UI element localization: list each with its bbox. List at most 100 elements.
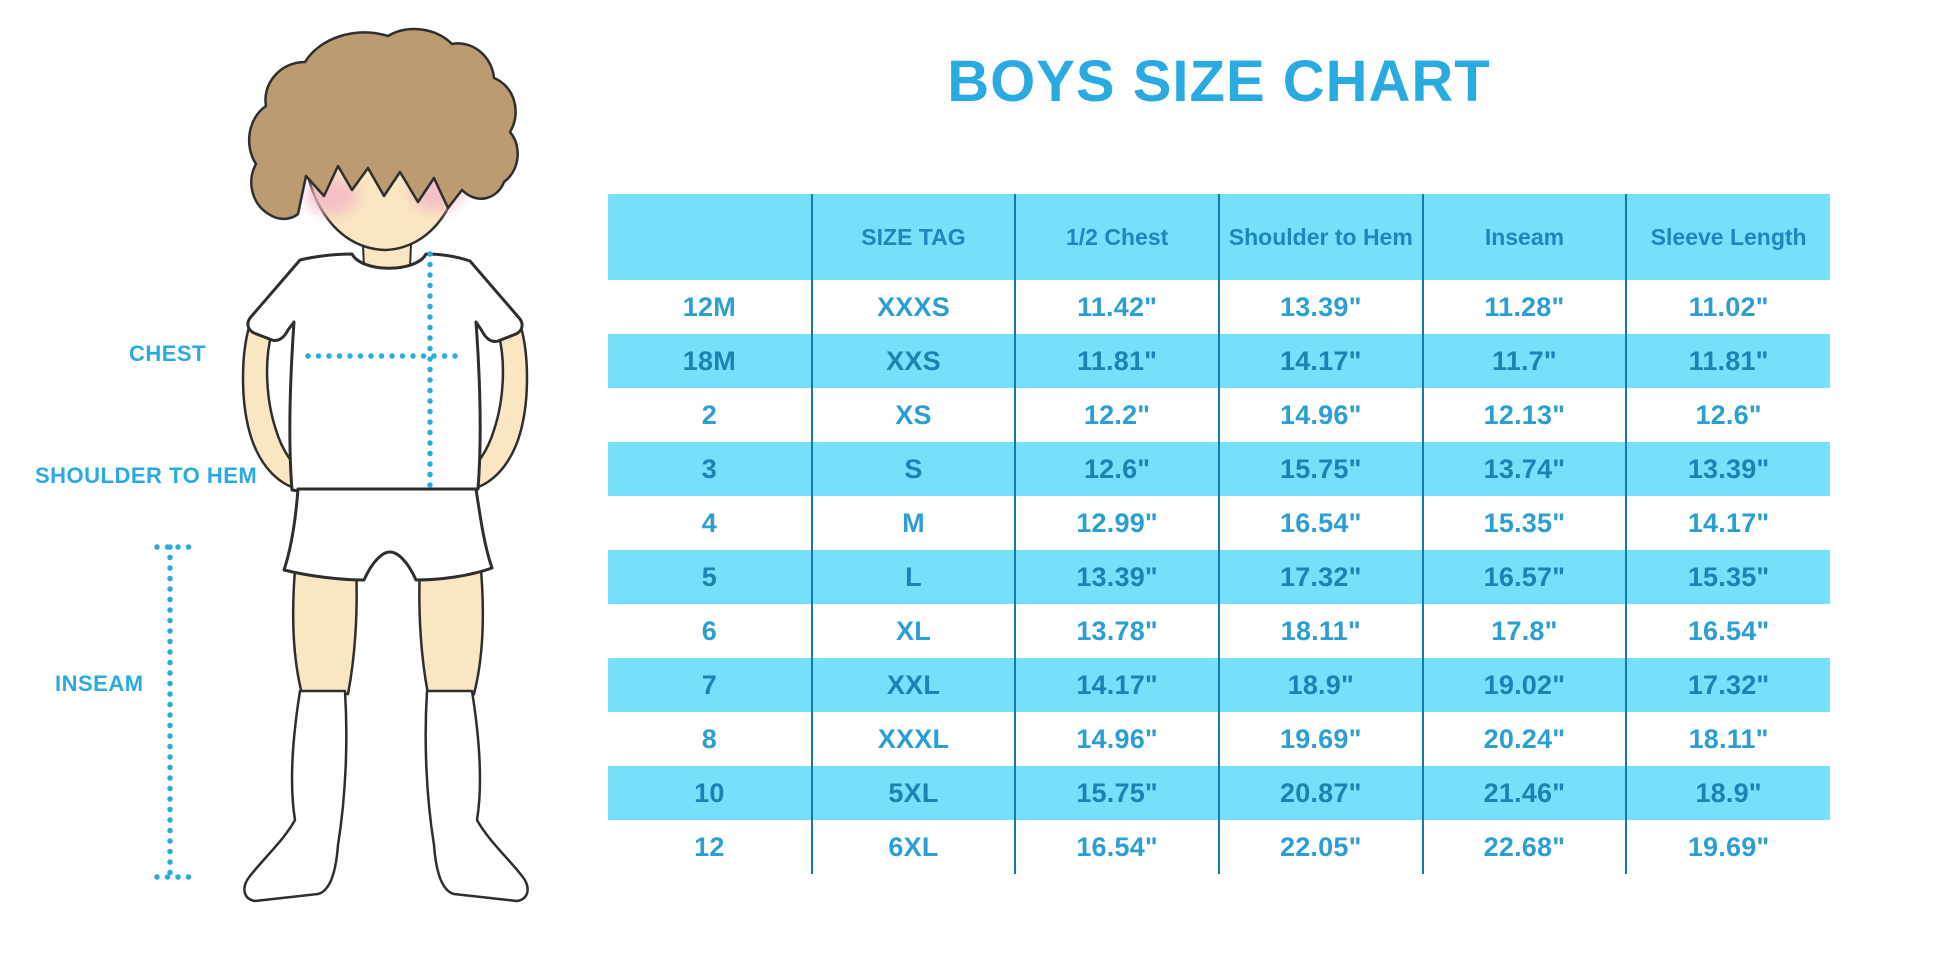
measurement-cell: 5XL (810, 766, 1016, 820)
age-size-cell: 12M (682, 291, 736, 322)
column-header: 1/2 Chest (1014, 194, 1219, 280)
measurement-cell: 6XL (810, 820, 1016, 874)
measurement-cell: 18.11" (1217, 604, 1423, 658)
boy-figure-drawing (154, 27, 529, 903)
size-table-header-row: SIZE TAG 1/2 Chest Shoulder to Hem Inseam Sl… (608, 194, 1830, 280)
table-row: 3 S 12.6" 15.75" 13.74" 13.39" (608, 442, 1830, 496)
boy-hair (248, 27, 519, 221)
measurement-cell: 16.57" (1421, 550, 1627, 604)
measurement-cell: 17.8" (1421, 604, 1627, 658)
age-size-cell: 3 (701, 453, 717, 484)
measurement-cell: 13.74" (1421, 442, 1627, 496)
boy-left-sock (243, 689, 348, 903)
boy-left-thigh (291, 556, 358, 696)
measurement-cell: 16.54" (1625, 604, 1830, 658)
size-table: SIZE TAG 1/2 Chest Shoulder to Hem Inseam Sl… (608, 194, 1830, 874)
measurement-cell: XXS (810, 334, 1016, 388)
measurement-cell: 18.9" (1625, 766, 1830, 820)
boy-right-thigh (418, 556, 485, 696)
age-size-cell: 2 (701, 399, 717, 430)
measurement-cell: 12.6" (1014, 442, 1219, 496)
measurement-cell: 18.11" (1625, 712, 1830, 766)
measurement-cell: 19.69" (1625, 820, 1830, 874)
measurement-cell: 17.32" (1217, 550, 1423, 604)
measurement-cell: 14.96" (1014, 712, 1219, 766)
measurement-cell: 14.96" (1217, 388, 1423, 442)
table-row: 7 XXL 14.17" 18.9" 19.02" 17.32" (608, 658, 1830, 712)
measurement-cell: 19.69" (1217, 712, 1423, 766)
measurement-cell: XS (810, 388, 1016, 442)
table-row: 10 5XL 15.75" 20.87" 21.46" 18.9" (608, 766, 1830, 820)
measurement-cell: 14.17" (1014, 658, 1219, 712)
measurement-cell: S (810, 442, 1016, 496)
measurement-cell: 12.13" (1421, 388, 1627, 442)
measurement-cell: M (810, 496, 1016, 550)
boy-shorts (282, 487, 494, 582)
measurement-cell: 11.28" (1421, 280, 1627, 334)
measurement-cell: 15.75" (1014, 766, 1219, 820)
table-row: 4 M 12.99" 16.54" 15.35" 14.17" (608, 496, 1830, 550)
measurement-cell: XXXS (810, 280, 1016, 334)
measurement-cell: 19.02" (1421, 658, 1627, 712)
column-header: Shoulder to Hem (1217, 194, 1423, 280)
measurement-cell: 15.35" (1625, 550, 1830, 604)
measurement-cell: 18.9" (1217, 658, 1423, 712)
shoulder-to-hem-label: SHOULDER TO HEM (35, 463, 258, 488)
measurement-cell: 11.7" (1421, 334, 1627, 388)
measurement-cell: 20.87" (1217, 766, 1423, 820)
measurement-cell: 17.32" (1625, 658, 1830, 712)
measurement-cell: 16.54" (1217, 496, 1423, 550)
measurement-cell: 12.2" (1014, 388, 1219, 442)
measurement-cell: XL (810, 604, 1016, 658)
table-row: 2 XS 12.2" 14.96" 12.13" 12.6" (608, 388, 1830, 442)
measurement-cell: 14.17" (1217, 334, 1423, 388)
table-row: 6 XL 13.78" 18.11" 17.8" 16.54" (608, 604, 1830, 658)
boy-tshirt (246, 252, 524, 498)
measurement-cell: L (810, 550, 1016, 604)
measurement-cell: 13.39" (1014, 550, 1219, 604)
measurement-cell: 11.02" (1625, 280, 1830, 334)
age-size-cell: 4 (701, 507, 717, 538)
measurement-cell: XXXL (810, 712, 1016, 766)
age-size-cell: 18M (682, 345, 736, 376)
age-size-cell: 10 (694, 777, 725, 808)
measurement-cell: 13.39" (1625, 442, 1830, 496)
size-table-header: SIZE TAG 1/2 Chest Shoulder to Hem Inseam Sl… (608, 194, 1830, 280)
measurement-cell: 11.42" (1014, 280, 1219, 334)
measurement-cell: 15.75" (1217, 442, 1423, 496)
chest-label: CHEST (128, 341, 206, 366)
table-row: 5 L 13.39" 17.32" 16.57" 15.35" (608, 550, 1830, 604)
measurement-cell: 11.81" (1625, 334, 1830, 388)
age-size-cell: 7 (701, 669, 717, 700)
column-header-blank (608, 194, 812, 280)
table-row: 8 XXXL 14.96" 19.69" 20.24" 18.11" (608, 712, 1830, 766)
column-header: Inseam (1421, 194, 1627, 280)
age-size-cell: 12 (694, 831, 725, 862)
measurement-cell: XXL (810, 658, 1016, 712)
measurement-cell: 20.24" (1421, 712, 1627, 766)
measurement-cell: 13.39" (1217, 280, 1423, 334)
table-row: 12M XXXS 11.42" 13.39" 11.28" 11.02" (608, 280, 1830, 334)
boy-right-sock (424, 689, 529, 903)
measurement-cell: 21.46" (1421, 766, 1627, 820)
age-size-cell: 5 (701, 561, 717, 592)
inseam-label: INSEAM (55, 671, 144, 696)
age-size-cell: 8 (701, 723, 717, 754)
measurement-cell: 22.68" (1421, 820, 1627, 874)
measurement-cell: 16.54" (1014, 820, 1219, 874)
table-row: 12 6XL 16.54" 22.05" 22.68" 19.69" (608, 820, 1830, 874)
measurement-cell: 13.78" (1014, 604, 1219, 658)
size-table-body: 12M XXXS 11.42" 13.39" 11.28" 11.02" 18M XXS 11.… (608, 280, 1830, 874)
age-size-cell: 6 (701, 615, 717, 646)
boy-illustration: CHEST SHOULDER TO HEM INSEAM (0, 0, 600, 973)
measurement-cell: 11.81" (1014, 334, 1219, 388)
column-header: SIZE TAG (810, 194, 1016, 280)
measurement-cell: 12.6" (1625, 388, 1830, 442)
column-header: Sleeve Length (1625, 194, 1830, 280)
measurement-cell: 14.17" (1625, 496, 1830, 550)
measurement-cell: 12.99" (1014, 496, 1219, 550)
table-row: 18M XXS 11.81" 14.17" 11.7" 11.81" (608, 334, 1830, 388)
page-title: BOYS SIZE CHART (947, 49, 1491, 114)
measurement-cell: 15.35" (1421, 496, 1627, 550)
